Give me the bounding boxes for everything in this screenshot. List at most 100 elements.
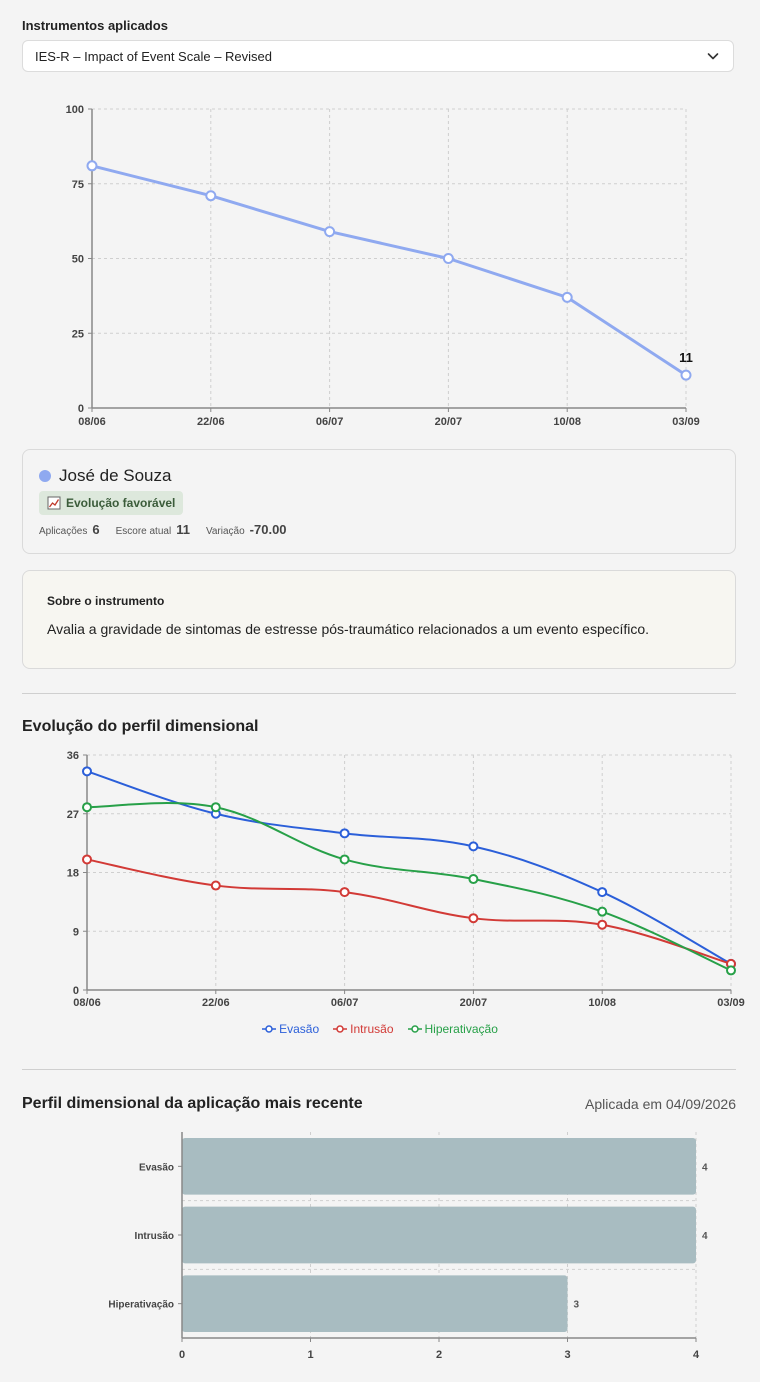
x-tick-label: 10/08 [588,997,616,1009]
data-point [468,874,479,885]
x-tick-label: 20/07 [460,997,488,1009]
series-line [86,770,732,965]
bar-value-label: 4 [702,1162,708,1173]
stat-value-variation: -70.00 [249,522,287,537]
legend-marker [407,1025,422,1033]
patient-card[interactable]: José de Souza Evolução favorável Aplicaç… [22,449,736,554]
chevron-down-icon [707,53,719,60]
data-point [597,906,608,917]
x-tick-label: 22/06 [197,416,225,428]
data-point [205,190,217,202]
x-tick-label: 08/06 [78,416,106,428]
data-point [726,965,736,976]
x-tick-label: 22/06 [202,997,230,1009]
trending-chart-icon [47,496,61,510]
x-tick-label: 2 [436,1349,442,1361]
legend-label: Intrusão [350,1022,394,1036]
data-point [82,802,92,813]
x-tick-label: 03/09 [717,997,745,1009]
y-tick-label: 18 [67,868,79,880]
legend-item[interactable]: Intrusão [333,1022,394,1036]
bar-chart-ticks: 0 1 2 3 4 4 Evasão 4 Intrusão 3 Hiperativação [108,1162,708,1361]
data-point [339,828,350,839]
x-tick-label: 08/06 [73,997,101,1009]
score-chart-grid [92,108,687,408]
y-tick-label: 0 [73,985,79,997]
dimensional-chart-ticks: 0 9 18 27 36 08/06 22/06 06/07 20/07 10/08 03/09 [67,750,745,1009]
status-badge-label: Evolução favorável [66,496,176,510]
legend-marker [333,1025,348,1033]
data-point [210,802,221,813]
x-tick-label: 4 [693,1349,700,1361]
about-instrument-card: Sobre o instrumento Avalia a gravidade d… [22,570,736,669]
stat-label-variation: Variação [205,526,245,537]
data-point [597,887,608,898]
score-series-points [86,160,692,381]
y-tick-label: 25 [72,328,84,340]
y-tick-label: Intrusão [135,1231,174,1242]
y-tick-label: Evasão [139,1162,174,1173]
data-point [468,841,479,852]
bar [182,1138,696,1195]
dimensional-chart-grid [87,754,732,990]
instrument-select[interactable]: IES-R – Impact of Event Scale – Revised [22,40,734,72]
y-tick-label: Hiperativação [108,1300,174,1311]
x-tick-label: 06/07 [316,416,344,428]
y-tick-label: 0 [78,403,84,415]
divider [22,1069,736,1070]
data-point [82,766,92,777]
x-tick-label: 0 [179,1349,185,1361]
y-tick-label: 50 [72,254,84,266]
stat-value-current-score: 11 [176,522,190,537]
x-tick-label: 20/07 [435,416,463,428]
patient-stats: Aplicações 6 Escore atual 11 Variação -7… [39,522,303,537]
legend-marker [262,1025,277,1033]
bar-chart-bars [182,1138,696,1332]
bar [182,1275,568,1332]
y-tick-label: 75 [72,179,84,191]
data-point [680,369,692,381]
legend-item[interactable]: Hiperativação [407,1022,498,1036]
score-chart-ticks: 0 25 50 75 100 08/06 22/06 06/07 20/07 10/08 03/09 [66,104,700,428]
bar [182,1206,696,1264]
about-title: Sobre o instrumento [47,594,165,608]
stat-label-current-score: Escore atual [115,526,172,537]
y-tick-label: 36 [67,750,79,762]
x-tick-label: 03/09 [672,416,700,428]
divider [22,693,736,694]
last-value-label: 11 [679,350,693,365]
legend-item[interactable]: Evasão [262,1022,319,1036]
bar-value-label: 4 [702,1231,708,1242]
data-point [210,880,221,891]
legend-label: Hiperativação [424,1022,498,1036]
data-point [597,919,608,930]
bar-chart-axes [178,1132,697,1342]
dimensional-legend: Evasão Intrusão Hiperativação [0,1022,760,1036]
y-tick-label: 27 [67,809,79,821]
legend-label: Evasão [279,1022,320,1036]
recent-profile-title: Perfil dimensional da aplicação mais rec… [22,1095,363,1112]
instruments-section-label: Instrumentos aplicados [22,18,168,33]
data-point [82,854,92,865]
data-point [86,160,98,172]
score-series-line [91,164,687,377]
bar-value-label: 3 [574,1300,580,1311]
series-line [86,858,732,965]
recent-bar-chart: 0 1 2 3 4 4 Evasão 4 Intrusão 3 Hiperativação [108,1132,708,1361]
data-point [442,253,454,264]
x-tick-label: 3 [564,1349,570,1361]
dimensional-series [82,766,736,976]
status-badge: Evolução favorável [39,491,184,515]
x-tick-label: 1 [307,1349,313,1361]
data-point [324,226,336,238]
dimensional-title: Evolução do perfil dimensional [22,718,259,735]
score-chart-axes [88,108,687,412]
patient-name: José de Souza [59,466,172,485]
stat-label-applications: Aplicações [39,526,88,537]
applied-date: Aplicada em 04/09/2026 [585,1096,736,1112]
series-line [86,802,732,972]
x-tick-label: 10/08 [553,416,581,428]
dimensional-line-chart: 0 9 18 27 36 08/06 22/06 06/07 20/07 10/08 03/09 [67,750,745,1009]
data-point [561,291,573,303]
y-tick-label: 9 [73,926,79,938]
